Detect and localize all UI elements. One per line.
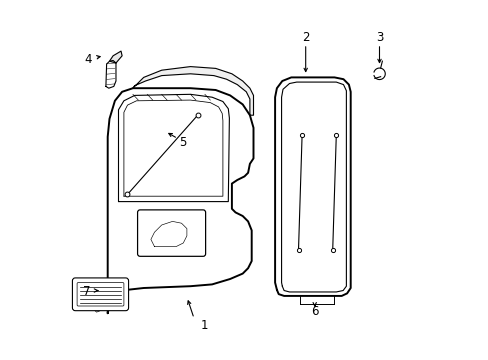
Polygon shape — [107, 88, 253, 313]
Text: 4: 4 — [84, 53, 91, 66]
FancyBboxPatch shape — [137, 210, 205, 256]
Text: 7: 7 — [83, 285, 90, 298]
Text: 2: 2 — [301, 31, 309, 44]
Polygon shape — [109, 51, 122, 63]
Polygon shape — [118, 94, 229, 202]
Text: 3: 3 — [375, 31, 383, 44]
Polygon shape — [106, 60, 116, 88]
Text: 5: 5 — [179, 136, 186, 149]
Polygon shape — [275, 77, 350, 296]
FancyBboxPatch shape — [72, 278, 128, 311]
Polygon shape — [133, 67, 253, 115]
Text: 1: 1 — [201, 319, 208, 332]
Text: 6: 6 — [310, 305, 318, 318]
